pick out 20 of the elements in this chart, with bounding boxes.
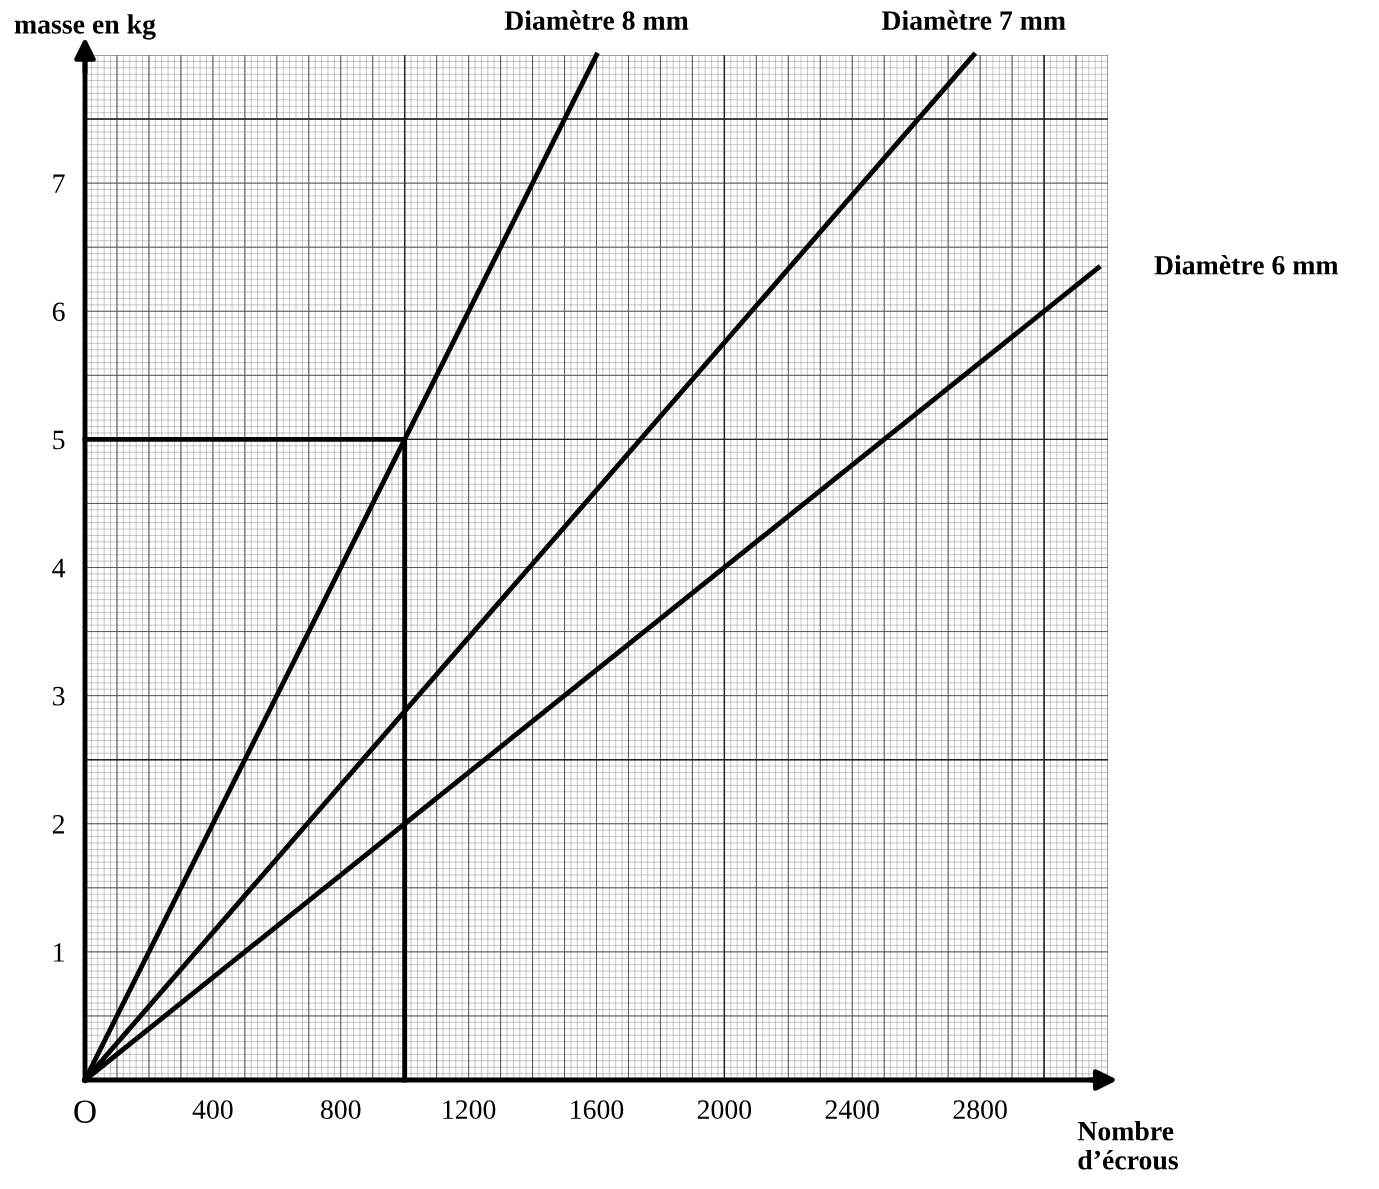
- y-tick-label: 6: [52, 302, 65, 322]
- x-tick-label: 2800: [953, 1100, 1007, 1119]
- text: Diamètre 6 mm: [1154, 255, 1339, 275]
- series-label: Diamètre 7 mm: [881, 10, 1066, 30]
- x-tick-label: O: [74, 1100, 96, 1123]
- x-tick-label: 1600: [571, 1100, 624, 1119]
- x-tick-label: 2000: [697, 1100, 752, 1119]
- y-tick-label: 4: [52, 558, 66, 578]
- y-tick-label: 5: [53, 430, 65, 450]
- y-tick-label: 7: [53, 174, 65, 193]
- series-label: Diamètre 8 mm: [504, 10, 689, 30]
- y-tick-label: 3: [52, 686, 65, 706]
- x-tick-label: 2400: [825, 1100, 879, 1119]
- y-tick-label: 2: [52, 814, 65, 834]
- y-axis-title: masse en kg: [14, 14, 156, 40]
- x-axis-title: Nombre d’écrous: [1077, 1121, 1178, 1170]
- x-tick-label: 800: [320, 1100, 361, 1119]
- x-tick-label: 400: [192, 1100, 233, 1119]
- y-tick-label: 1: [54, 943, 64, 962]
- x-tick-label: 1200: [443, 1100, 496, 1119]
